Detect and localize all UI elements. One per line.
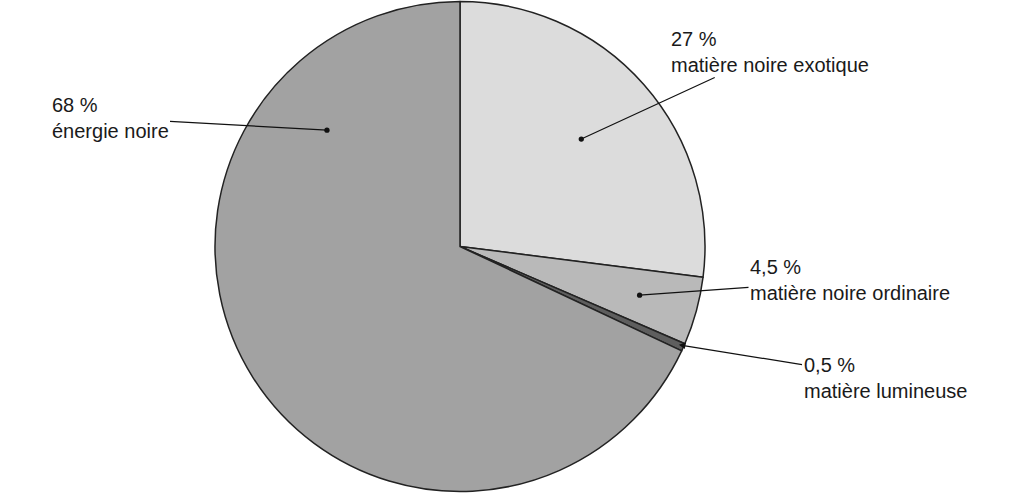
- svg-text:68 %énergie noire: 68 %énergie noire: [52, 94, 169, 142]
- svg-text:27 %matière noire exotique: 27 %matière noire exotique: [671, 28, 869, 76]
- svg-text:4,5 %matière noire ordinaire: 4,5 %matière noire ordinaire: [750, 256, 950, 304]
- svg-text:0,5 %matière lumineuse: 0,5 %matière lumineuse: [804, 354, 967, 402]
